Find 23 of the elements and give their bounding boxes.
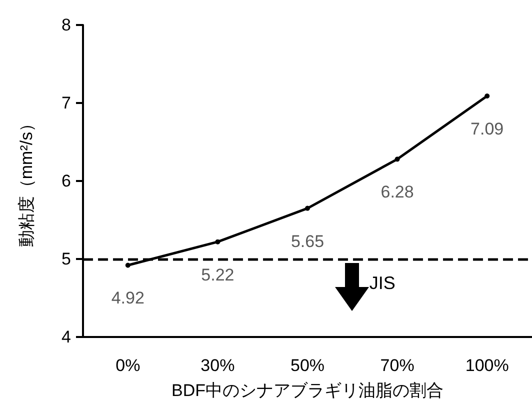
data-label: 5.65 [290, 232, 324, 251]
x-tick-label: 30% [200, 356, 235, 375]
data-label: 5.22 [201, 265, 234, 284]
y-tick-label: 6 [62, 172, 71, 190]
data-label: 4.92 [111, 288, 144, 308]
data-label: 6.28 [380, 182, 414, 202]
point [484, 93, 490, 98]
point [215, 239, 220, 244]
ref-line-label: JIS [369, 273, 396, 294]
x-tick-label: 50% [290, 356, 325, 375]
point [125, 262, 130, 268]
point [305, 206, 310, 211]
y-tick-label: 5 [62, 250, 71, 268]
x-tick-label: 70% [380, 356, 414, 375]
y-tick-label: 4 [62, 328, 71, 346]
data-label: 7.09 [470, 119, 504, 138]
x-tick-label: 0% [116, 356, 140, 375]
y-tick-label: 7 [62, 94, 71, 112]
y-tick-label: 8 [62, 16, 71, 34]
x-axis-title: BDF中のシナアブラギリ油脂の割合 [172, 381, 444, 400]
point [394, 156, 400, 162]
x-tick-label: 100% [465, 356, 509, 375]
y-axis-title: 動粘度（mm²/s） [17, 114, 36, 248]
